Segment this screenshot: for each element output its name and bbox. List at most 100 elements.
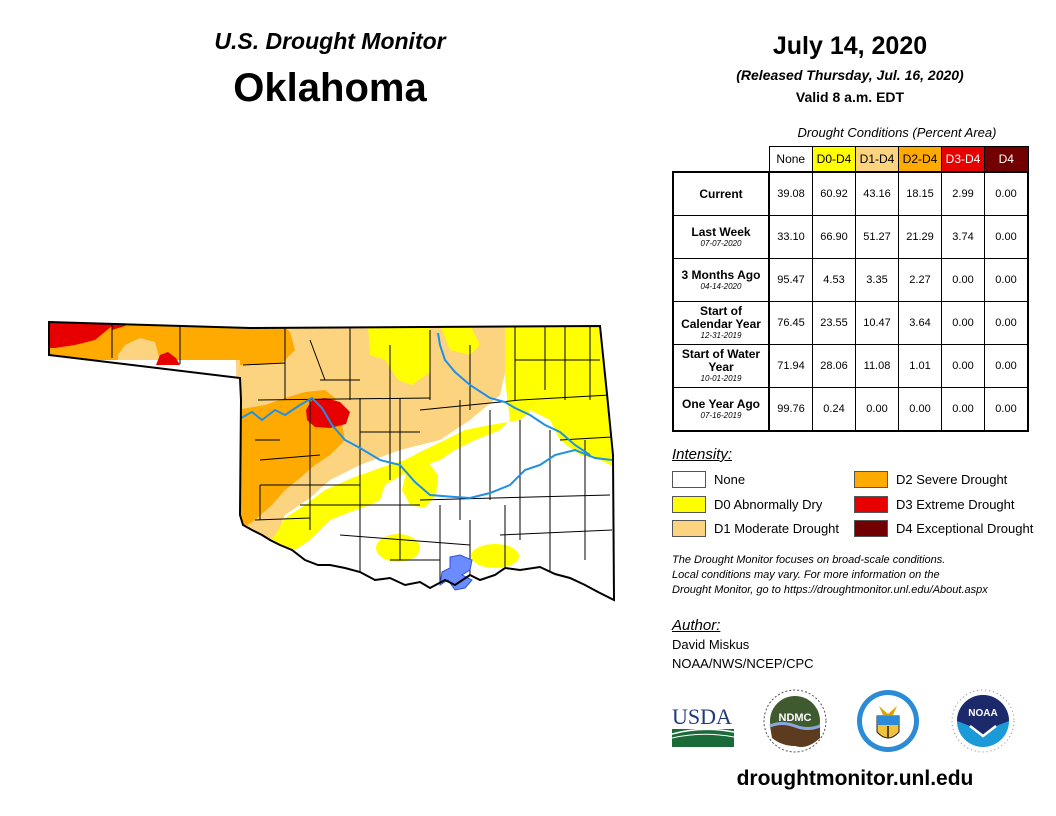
legend-item-d2: D2 Severe Drought xyxy=(854,471,1007,488)
legend-item-d1: D1 Moderate Drought xyxy=(672,520,839,537)
legend-title: Intensity: xyxy=(672,446,733,463)
author-org: NOAA/NWS/NCEP/CPC xyxy=(672,656,814,671)
cell: 28.06 xyxy=(812,344,856,388)
cell: 60.92 xyxy=(812,171,856,216)
cell: 0.00 xyxy=(898,387,942,432)
cell: 23.55 xyxy=(812,301,856,345)
row-label: 3 Months Ago xyxy=(681,267,761,282)
row-date: 07-16-2019 xyxy=(700,410,742,420)
legend-label: D2 Severe Drought xyxy=(896,472,1008,487)
conditions-title: Drought Conditions (Percent Area) xyxy=(797,125,997,140)
row-label: Start of Calendar Year xyxy=(681,304,761,331)
table-row: Start of Water Year 10-01-2019 71.94 28.0… xyxy=(672,344,1029,388)
legend-label: D0 Abnormally Dry xyxy=(714,497,823,512)
cell: 11.08 xyxy=(855,344,899,388)
cell: 2.27 xyxy=(898,258,942,302)
table-row: Start of Calendar Year 12-31-2019 76.45 2… xyxy=(672,301,1029,345)
oklahoma-drought-map xyxy=(48,320,616,602)
legend-label: None xyxy=(714,472,746,487)
cell: 0.00 xyxy=(984,344,1029,388)
legend-item-none: None xyxy=(672,471,745,488)
cell: 1.01 xyxy=(898,344,942,388)
rivers xyxy=(240,332,613,500)
col-d4: D4 xyxy=(984,146,1029,173)
table-header-row: None D0-D4 D1-D4 D2-D4 D3-D4 D4 xyxy=(673,146,1029,173)
col-d3-d4: D3-D4 xyxy=(941,146,985,173)
col-d2-d4: D2-D4 xyxy=(898,146,942,173)
legend-item-d0: D0 Abnormally Dry xyxy=(672,496,822,513)
commerce-seal-icon xyxy=(857,690,919,752)
cell: 0.00 xyxy=(941,258,985,302)
cell: 43.16 xyxy=(855,171,899,216)
row-label: Current xyxy=(699,186,743,201)
cell: 3.64 xyxy=(898,301,942,345)
cell: 0.00 xyxy=(941,344,985,388)
valid-time: Valid 8 a.m. EDT xyxy=(795,89,905,105)
author-title: Author: xyxy=(672,617,721,634)
cell: 99.76 xyxy=(768,387,813,432)
cell: 3.35 xyxy=(855,258,899,302)
row-date: 12-31-2019 xyxy=(700,331,742,340)
disclaimer-note: The Drought Monitor focuses on broad-sca… xyxy=(672,554,988,596)
table-row: 3 Months Ago 04-14-2020 95.47 4.53 3.35 2… xyxy=(672,258,1029,302)
row-label: Start of Water Year xyxy=(681,347,761,374)
row-date: 07-07-2020 xyxy=(700,238,742,248)
row-label: Last Week xyxy=(691,224,751,239)
legend-item-d3: D3 Extreme Drought xyxy=(854,496,1015,513)
cell: 0.00 xyxy=(941,387,985,432)
cell: 51.27 xyxy=(855,215,899,259)
swatch-icon xyxy=(854,520,888,537)
swatch-icon xyxy=(854,471,888,488)
swatch-icon xyxy=(672,496,706,513)
row-date: 04-14-2020 xyxy=(700,281,742,291)
drought-conditions-table: None D0-D4 D1-D4 D2-D4 D3-D4 D4 Current … xyxy=(672,146,1029,432)
col-d1-d4: D1-D4 xyxy=(855,146,899,173)
county-boundaries xyxy=(111,322,613,600)
cell: 66.90 xyxy=(812,215,856,259)
cell: 18.15 xyxy=(898,171,942,216)
table-row: One Year Ago 07-16-2019 99.76 0.24 0.00 0… xyxy=(672,387,1029,432)
svg-text:USDA: USDA xyxy=(672,704,732,729)
svg-text:NOAA: NOAA xyxy=(968,708,997,719)
cell: 0.24 xyxy=(812,387,856,432)
cell: 0.00 xyxy=(855,387,899,432)
cell: 0.00 xyxy=(984,215,1029,259)
lake-icon xyxy=(439,554,473,591)
cell: 2.99 xyxy=(941,171,985,216)
col-d0-d4: D0-D4 xyxy=(812,146,856,173)
ndmc-logo-icon: NDMC xyxy=(763,689,827,753)
legend-label: D3 Extreme Drought xyxy=(896,497,1015,512)
cell: 0.00 xyxy=(984,387,1029,432)
website-url[interactable]: droughtmonitor.unl.edu xyxy=(736,767,974,790)
row-label: One Year Ago xyxy=(681,396,761,411)
noaa-logo-icon: NOAA xyxy=(951,689,1015,753)
cell: 4.53 xyxy=(812,258,856,302)
cell: 95.47 xyxy=(768,258,813,302)
usda-logo-icon: USDA xyxy=(672,704,735,747)
cell: 0.00 xyxy=(984,171,1029,216)
state-title: Oklahoma xyxy=(233,66,427,110)
col-none: None xyxy=(768,146,813,173)
state-outline xyxy=(48,320,616,602)
map-date: July 14, 2020 xyxy=(772,32,928,60)
cell: 76.45 xyxy=(768,301,813,345)
swatch-icon xyxy=(854,496,888,513)
cell: 0.00 xyxy=(941,301,985,345)
cell: 33.10 xyxy=(768,215,813,259)
swatch-icon xyxy=(672,520,706,537)
cell: 10.47 xyxy=(855,301,899,345)
release-date: (Released Thursday, Jul. 16, 2020) xyxy=(736,67,964,83)
row-date: 10-01-2019 xyxy=(700,374,742,383)
table-row: Last Week 07-07-2020 33.10 66.90 51.27 21… xyxy=(672,215,1029,259)
legend-item-d4: D4 Exceptional Drought xyxy=(854,520,1033,537)
swatch-icon xyxy=(672,471,706,488)
cell: 0.00 xyxy=(984,301,1029,345)
cell: 39.08 xyxy=(768,171,813,216)
cell: 3.74 xyxy=(941,215,985,259)
author-name: David Miskus xyxy=(672,637,750,652)
product-title: U.S. Drought Monitor xyxy=(214,28,446,54)
legend-label: D1 Moderate Drought xyxy=(714,521,840,536)
cell: 21.29 xyxy=(898,215,942,259)
table-row: Current 39.08 60.92 43.16 18.15 2.99 0.0… xyxy=(672,171,1029,216)
legend-label: D4 Exceptional Drought xyxy=(896,521,1034,536)
